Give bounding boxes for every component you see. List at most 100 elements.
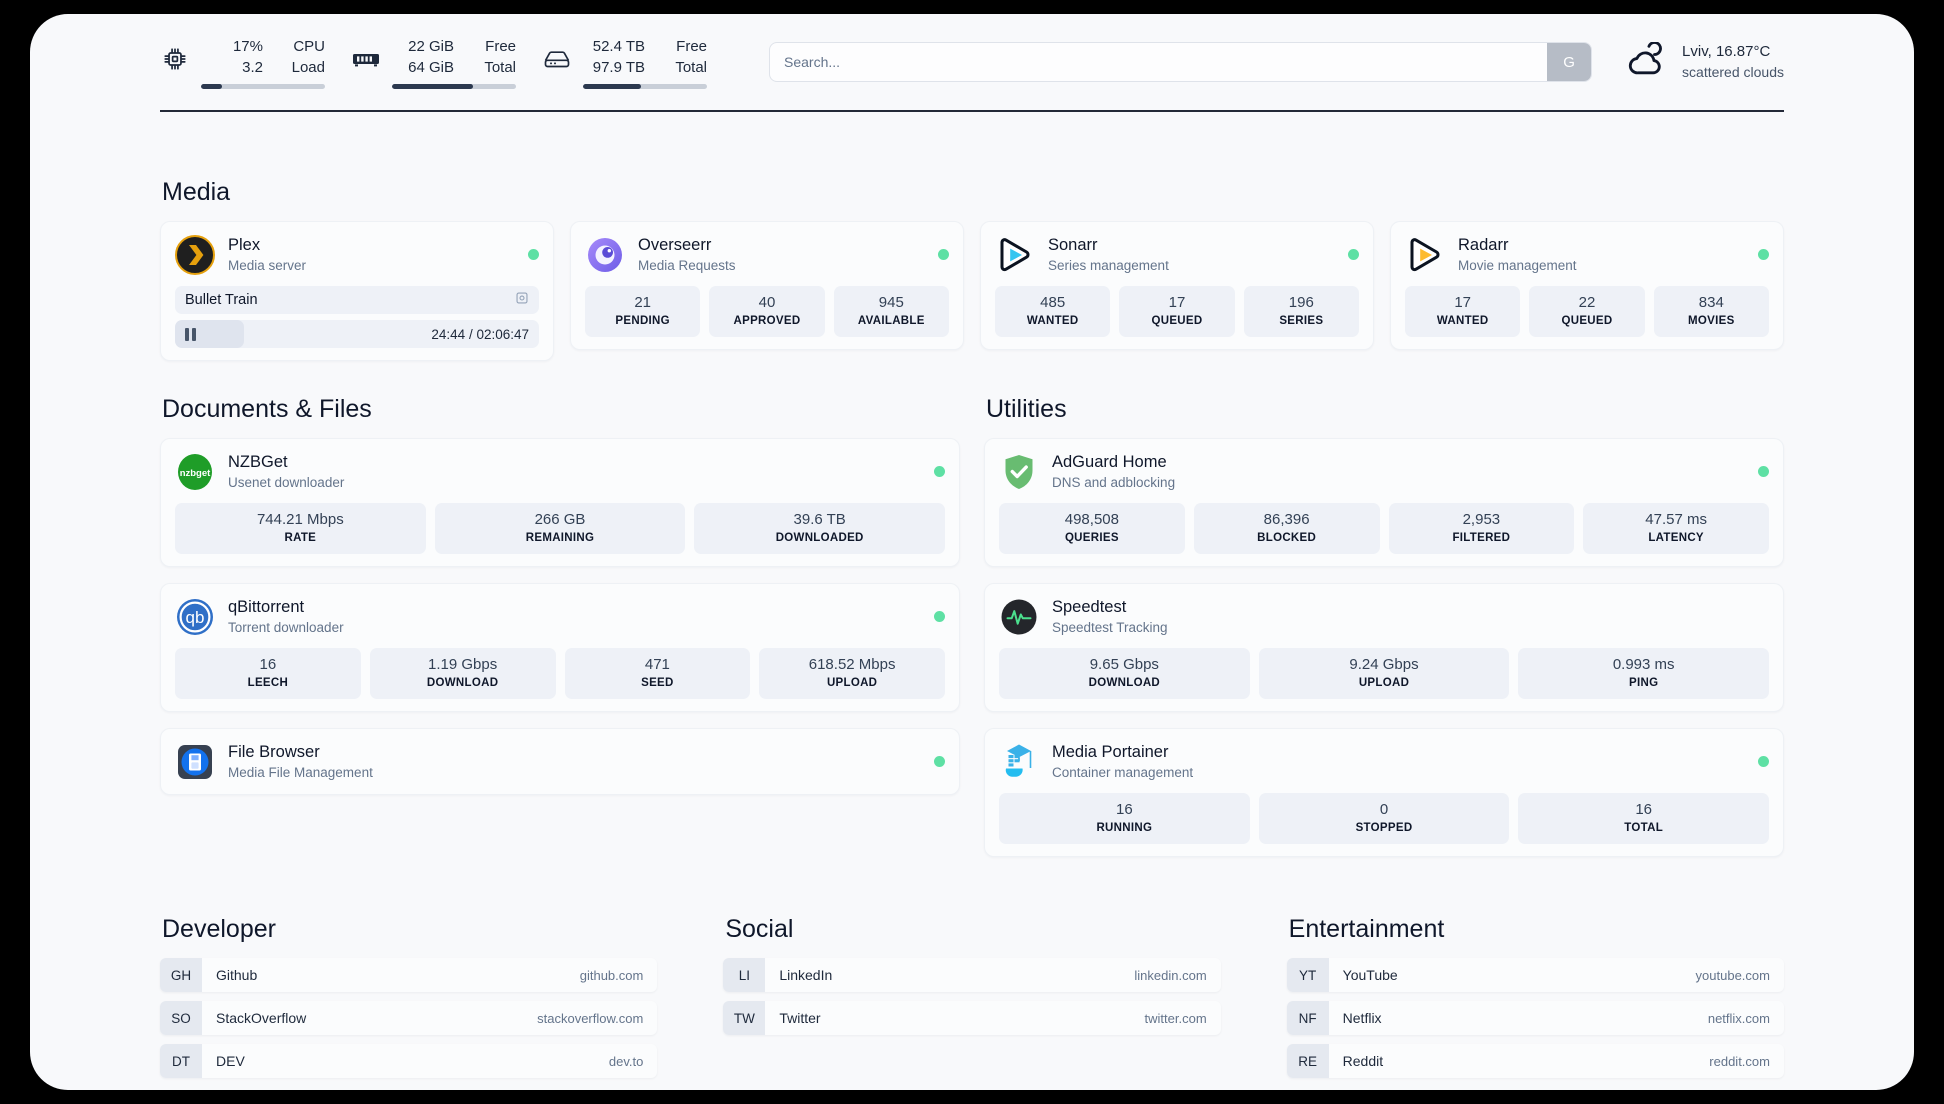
stat-downloaded[interactable]: 39.6 TB DOWNLOADED — [694, 503, 946, 554]
stat-wanted[interactable]: 485 WANTED — [995, 286, 1111, 337]
stat-blocked[interactable]: 86,396 BLOCKED — [1193, 503, 1380, 554]
sonarr-logo — [995, 235, 1035, 275]
service-card-overseerr[interactable]: Overseerr Media Requests 21 PENDING 40 APPROV… — [570, 221, 964, 350]
service-description: Series management — [1048, 258, 1169, 273]
nzbget-logo: nzbget — [175, 452, 215, 492]
stat-stopped[interactable]: 0 STOPPED — [1258, 793, 1510, 844]
stat-approved[interactable]: 40 APPROVED — [709, 286, 825, 337]
stat-running[interactable]: 16 RUNNING — [999, 793, 1250, 844]
stat-value: 945 — [878, 294, 904, 311]
resource-label-primary: Free — [676, 37, 707, 55]
stat-pending[interactable]: 21 PENDING — [585, 286, 701, 337]
search-input[interactable] — [770, 43, 1548, 81]
bookmark-dev[interactable]: DT DEV dev.to — [160, 1044, 658, 1078]
stat-label: PING — [1629, 677, 1659, 689]
stat-upload[interactable]: 9.24 Gbps UPLOAD — [1258, 648, 1510, 699]
bookmark-youtube[interactable]: YT YouTube youtube.com — [1286, 958, 1784, 992]
service-name: Radarr — [1458, 236, 1509, 254]
bookmark-host: stackoverflow.com — [537, 1010, 644, 1026]
service-card-adguard-home[interactable]: AdGuard Home DNS and adblocking 498,508 QUE… — [984, 438, 1784, 567]
service-card-plex[interactable]: Plex Media server Bullet Train 24:44 / 02:0… — [160, 221, 554, 361]
bookmark-twitter[interactable]: TW Twitter twitter.com — [723, 1001, 1221, 1035]
media-section-title: Media — [162, 178, 231, 206]
stat-value: 22 — [1578, 294, 1596, 311]
stat-value: 40 — [758, 294, 776, 311]
bookmark-host: github.com — [579, 967, 644, 983]
bookmark-name: YouTube — [1342, 967, 1398, 983]
service-card-file-browser[interactable]: File Browser Media File Management — [160, 728, 960, 795]
service-card-media-portainer[interactable]: Media Portainer Container management 16 RUN… — [984, 728, 1784, 857]
stat-ping[interactable]: 0.993 ms PING — [1518, 648, 1770, 699]
dashboard-root: 17% 3.2 CPU Load 22 GiB 64 GiB Free Total 52.4 T… — [30, 14, 1914, 1090]
stat-queued[interactable]: 17 QUEUED — [1119, 286, 1235, 337]
service-description: Movie management — [1458, 258, 1577, 273]
bookmark-name: Github — [216, 967, 258, 983]
service-identity: Overseerr Media Requests — [638, 234, 925, 275]
service-description: Media Requests — [638, 258, 736, 273]
stat-filtered[interactable]: 2,953 FILTERED — [1388, 503, 1575, 554]
bookmark-stackoverflow[interactable]: SO StackOverflow stackoverflow.com — [160, 1001, 658, 1035]
bookmark-group-social: Social LI LinkedIn linkedin.com TW Twitter twi… — [723, 915, 1286, 1078]
bookmark-abbr: DT — [160, 1044, 202, 1078]
resource-labels: Free Total — [645, 36, 707, 78]
bookmark-netflix[interactable]: NF Netflix netflix.com — [1286, 1001, 1784, 1035]
resource-value-primary: 17% — [232, 37, 263, 55]
service-card-radarr[interactable]: Radarr Movie management 17 WANTED 22 QUEUED 83… — [1390, 221, 1784, 350]
now-playing-progress[interactable]: 24:44 / 02:06:47 — [175, 320, 539, 348]
resource-labels: Free Total — [454, 36, 516, 78]
stat-label: FILTERED — [1452, 532, 1511, 544]
stat-label: MOVIES — [1688, 315, 1735, 327]
stat-download[interactable]: 1.19 Gbps DOWNLOAD — [369, 648, 556, 699]
resource-memory[interactable]: 22 GiB 64 GiB Free Total — [351, 36, 516, 89]
service-card-sonarr[interactable]: Sonarr Series management 485 WANTED 17 QUEUED… — [980, 221, 1374, 350]
service-name: File Browser — [228, 743, 320, 761]
stat-queued[interactable]: 22 QUEUED — [1529, 286, 1645, 337]
service-identity: Speedtest Speedtest Tracking — [1052, 596, 1769, 637]
service-identity: Sonarr Series management — [1048, 234, 1335, 275]
service-card-speedtest[interactable]: Speedtest Speedtest Tracking 9.65 Gbps DOWN… — [984, 583, 1784, 712]
stat-total[interactable]: 16 TOTAL — [1518, 793, 1770, 844]
stat-value: 744.21 Mbps — [256, 511, 344, 528]
bookmark-reddit[interactable]: RE Reddit reddit.com — [1286, 1044, 1784, 1078]
resource-disk[interactable]: 52.4 TB 97.9 TB Free Total — [542, 36, 707, 89]
service-card-nzbget[interactable]: nzbget NZBGet Usenet downloader 744.21 Mbps… — [160, 438, 960, 567]
stat-latency[interactable]: 47.57 ms LATENCY — [1583, 503, 1769, 554]
stat-wanted[interactable]: 17 WANTED — [1405, 286, 1521, 337]
bookmark-name: StackOverflow — [216, 1010, 307, 1026]
stat-remaining[interactable]: 266 GB REMAINING — [434, 503, 686, 554]
service-header: qb qBittorrent Torrent downloader — [175, 596, 945, 637]
search-box[interactable]: G — [769, 42, 1593, 82]
bookmark-group-developer: Developer GH Github github.com SO StackOverfl… — [160, 915, 723, 1078]
stat-queries[interactable]: 498,508 QUERIES — [999, 503, 1185, 554]
service-description: Container management — [1052, 765, 1194, 780]
bookmarks-area: Developer GH Github github.com SO StackOverfl… — [160, 915, 1784, 1078]
resource-progress-bar — [201, 83, 325, 89]
search-engine-button[interactable]: G — [1547, 43, 1592, 81]
stat-rate[interactable]: 744.21 Mbps RATE — [175, 503, 426, 554]
pause-icon[interactable] — [185, 327, 196, 341]
stat-leech[interactable]: 16 LEECH — [175, 648, 361, 699]
stat-value: 0.993 ms — [1612, 656, 1675, 673]
stat-series[interactable]: 196 SERIES — [1243, 286, 1359, 337]
stat-value: 16 — [1115, 801, 1133, 818]
stat-seed[interactable]: 471 SEED — [564, 648, 751, 699]
now-playing-title-row[interactable]: Bullet Train — [175, 286, 539, 314]
resource-cpu[interactable]: 17% 3.2 CPU Load — [160, 36, 325, 89]
bookmark-abbr: TW — [723, 1001, 766, 1035]
stat-upload[interactable]: 618.52 Mbps UPLOAD — [759, 648, 945, 699]
service-stats: 17 WANTED 22 QUEUED 834 MOVIES — [1405, 286, 1769, 337]
stat-movies[interactable]: 834 MOVIES — [1653, 286, 1769, 337]
stat-download[interactable]: 9.65 Gbps DOWNLOAD — [999, 648, 1250, 699]
service-header: Sonarr Series management — [995, 234, 1359, 275]
weather-condition: scattered clouds — [1682, 64, 1784, 80]
bookmark-github[interactable]: GH Github github.com — [160, 958, 658, 992]
service-card-qbittorrent[interactable]: qb qBittorrent Torrent downloader 16 LEECH 1.… — [160, 583, 960, 712]
cast-icon[interactable] — [515, 291, 529, 309]
bookmark-linkedin[interactable]: LI LinkedIn linkedin.com — [723, 958, 1221, 992]
weather-widget[interactable]: Lviv, 16.87°C scattered clouds — [1626, 41, 1784, 83]
stat-label: PENDING — [615, 315, 670, 327]
service-name: qBittorrent — [228, 598, 305, 616]
stat-value: 1.19 Gbps — [428, 656, 498, 673]
stat-available[interactable]: 945 AVAILABLE — [833, 286, 949, 337]
resource-value-primary: 22 GiB — [408, 37, 454, 55]
